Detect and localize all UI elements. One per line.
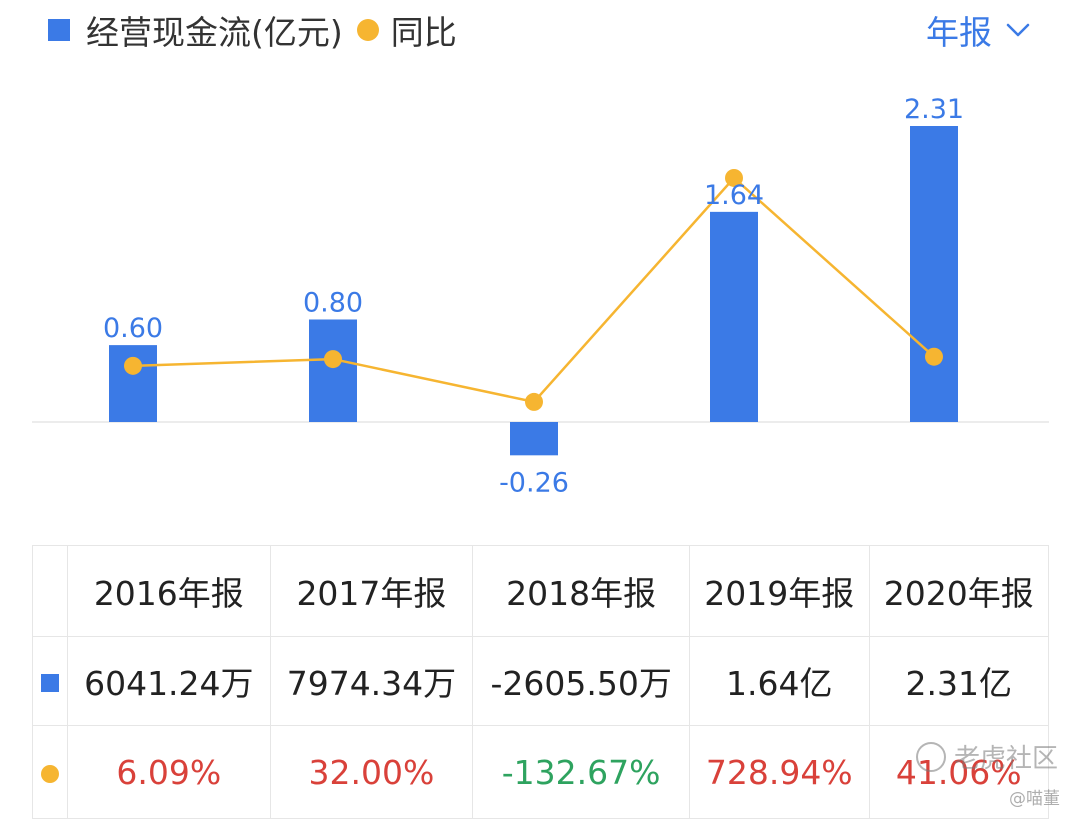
- table-cell: 2.31亿: [868, 636, 1049, 726]
- line-legend-label: 同比: [390, 13, 457, 52]
- table-header-cell: 2016年报: [67, 545, 271, 637]
- data-table: 2016年报 2017年报 2018年报 2019年报 2020年报 6041.…: [32, 545, 1049, 819]
- table-header-cell: 2018年报: [472, 545, 691, 637]
- period-selector-label: 年报: [926, 13, 992, 52]
- yoy-row-marker: [32, 725, 68, 819]
- bar-legend-label: 经营现金流(亿元): [86, 13, 343, 52]
- bar-legend-marker: [48, 19, 70, 41]
- bar-value-label: 1.64: [704, 180, 764, 211]
- yoy-point: [725, 168, 743, 187]
- watermark-author: @喵董: [1009, 789, 1060, 809]
- bar-value-label: -0.26: [499, 467, 569, 498]
- cash-flow-row-marker: [32, 636, 68, 726]
- yoy-line: [132, 176, 935, 404]
- cash-flow-bar: [510, 422, 558, 456]
- table-corner-cell: [32, 545, 68, 637]
- watermark: 老虎社区: [915, 738, 1058, 775]
- table-header-cell: 2017年报: [269, 545, 474, 637]
- table-cell: 6041.24万: [67, 636, 271, 726]
- chevron-down-icon: [1006, 23, 1030, 37]
- table-row-cash-flow: 6041.24万 7974.34万 -2605.50万 1.64亿 2.31亿: [32, 636, 1049, 726]
- bar-marker-icon: [41, 674, 59, 692]
- table-cell: 1.64亿: [689, 636, 870, 726]
- dot-marker-icon: [41, 765, 59, 783]
- watermark-logo-icon: [915, 741, 946, 772]
- yoy-point: [324, 350, 342, 369]
- cash-flow-bar: [710, 211, 758, 422]
- table-header-cell: 2020年报: [868, 545, 1049, 637]
- table-cell: -2605.50万: [472, 636, 691, 726]
- table-cell: -132.67%: [472, 725, 691, 819]
- yoy-point: [925, 347, 943, 366]
- cash-flow-bar: [309, 319, 357, 422]
- table-cell: 6.09%: [67, 725, 271, 819]
- table-row-yoy: 6.09% 32.00% -132.67% 728.94% 41.06%: [32, 725, 1049, 819]
- table-cell: 728.94%: [689, 725, 870, 819]
- cash-flow-bar: [109, 345, 157, 422]
- table-header-row: 2016年报 2017年报 2018年报 2019年报 2020年报: [32, 545, 1049, 637]
- cash-flow-bar: [910, 126, 958, 422]
- line-legend-marker: [356, 19, 379, 41]
- table-header-cell: 2019年报: [689, 545, 870, 637]
- cash-flow-chart: 0.60 0.80 -0.26 1.64 2.31: [32, 94, 1049, 498]
- yoy-point: [124, 356, 142, 375]
- chart-legend: 经营现金流(亿元) 同比: [48, 8, 457, 52]
- bar-value-label: 0.80: [303, 287, 363, 318]
- table-cell: 41.06%: [868, 725, 1049, 819]
- table-cell: 7974.34万: [269, 636, 474, 726]
- watermark-text: 老虎社区: [953, 744, 1058, 774]
- bar-value-label: 0.60: [103, 313, 163, 344]
- table-cell: 32.00%: [269, 725, 474, 819]
- yoy-point: [525, 392, 543, 411]
- bar-value-label: 2.31: [904, 94, 964, 125]
- period-selector[interactable]: 年报: [926, 8, 1030, 52]
